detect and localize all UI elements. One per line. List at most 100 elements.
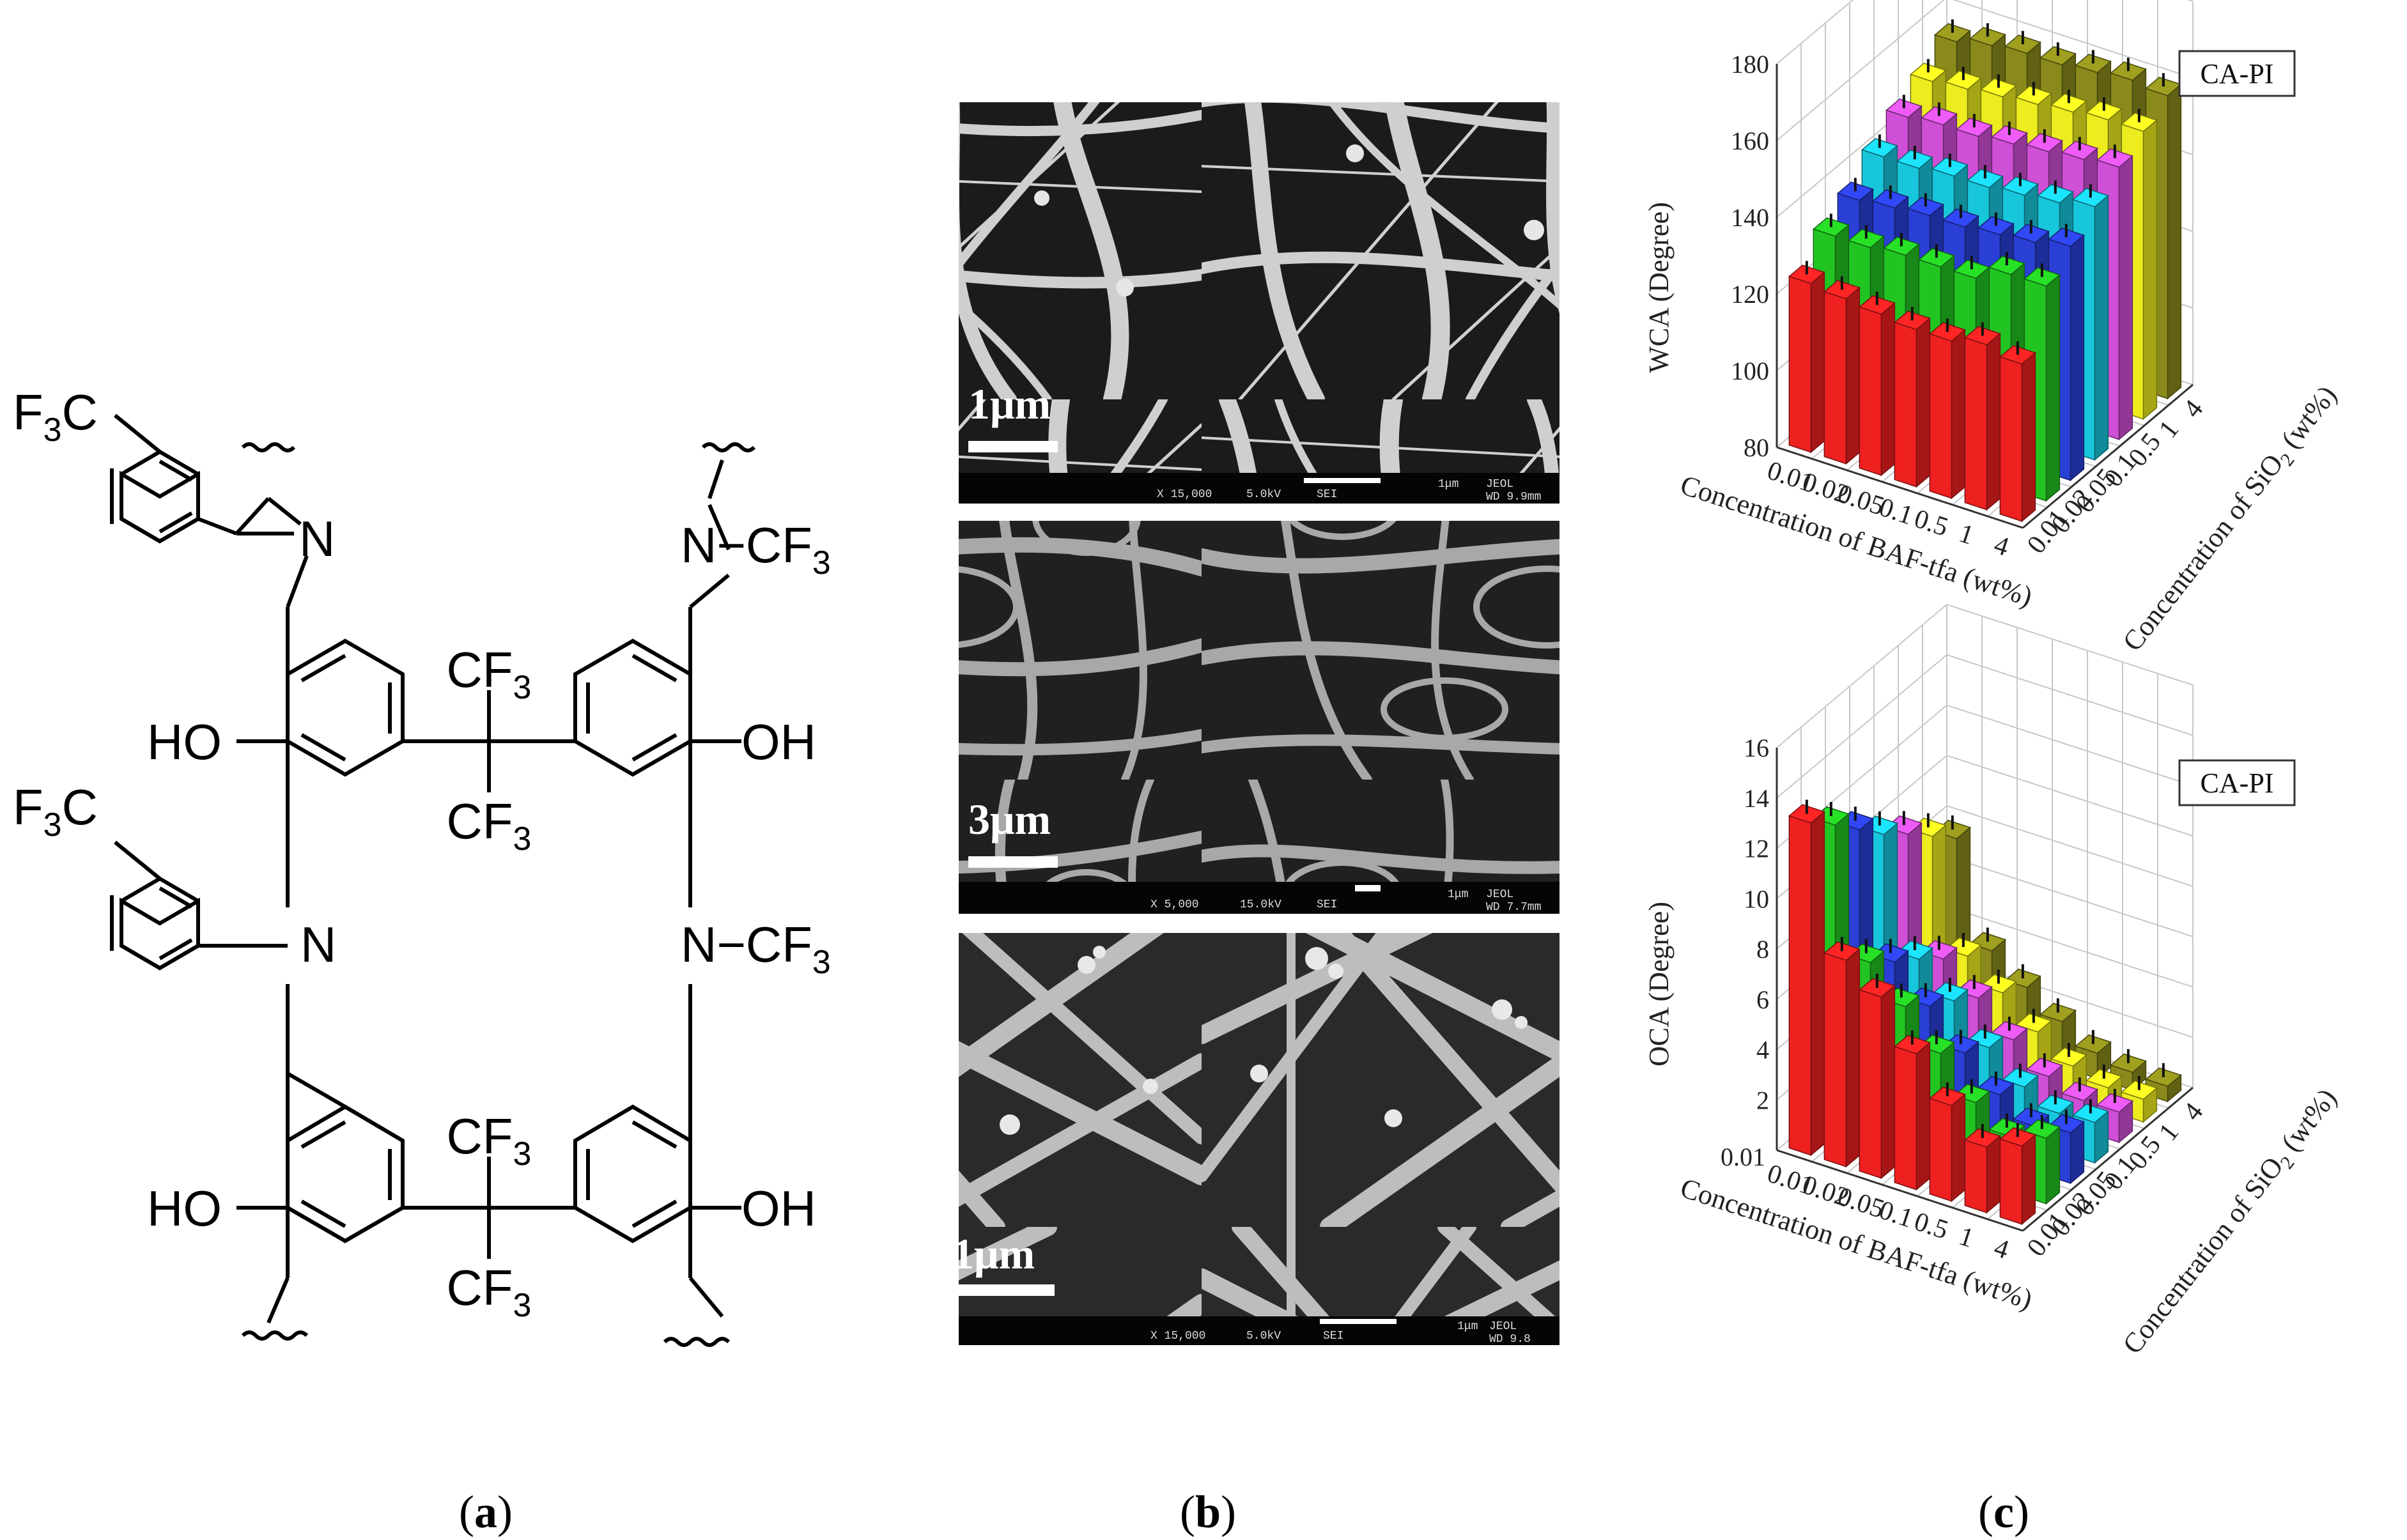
bar-front <box>1894 1045 1917 1190</box>
sem-image-3-footer-sei: SEI <box>1323 1330 1343 1343</box>
bar-side <box>1845 286 1861 465</box>
bar-side <box>2045 273 2061 502</box>
sem-image-3-scale-bar <box>959 1284 1055 1296</box>
sem-image-3-footer-kv: 5.0kV <box>1246 1330 1281 1343</box>
sem-image-3-footer-jeol: JEOL <box>1489 1320 1517 1333</box>
gridline <box>1776 0 2194 65</box>
sem-image-2-footer-mag: X 5,000 <box>1150 898 1199 911</box>
phenol-ring-bottom-right <box>573 1104 692 1244</box>
x-tick-label: 0.5 <box>1910 1207 1951 1245</box>
gridline <box>1776 654 2194 799</box>
ho-label-bottom: HO <box>147 1180 222 1236</box>
sem-image-1-footer-kv: 5.0kV <box>1246 488 1281 501</box>
bar-side <box>2094 194 2109 461</box>
bar-side <box>1916 317 1931 488</box>
bar-side <box>1951 328 1966 500</box>
bar-side <box>2118 155 2133 441</box>
phenol-ring-top-right <box>573 638 692 777</box>
panel-a-structure: F3C N N−CF3 CF3 HO OH CF3 F3C N N−CF3 CF… <box>13 384 831 1347</box>
z-origin-label: 0.01 <box>1721 1143 1765 1171</box>
bar <box>1963 1123 2001 1214</box>
z-tick-label: 12 <box>1744 835 1769 863</box>
z-axis-title: WCA (Degree) <box>1643 202 1675 373</box>
panel-label-b: (b) <box>1180 1486 1236 1537</box>
n-cf3-label-mid-right: N−CF3 <box>681 916 831 981</box>
panel-label-c: (c) <box>1978 1486 2029 1537</box>
bar-front <box>1999 1138 2023 1225</box>
y-tick-label: 4 <box>2178 395 2209 424</box>
sem-image-2-scale-label: 3μm <box>968 795 1051 843</box>
bar-side <box>1880 302 1896 477</box>
sem-image-2-footer-jeol: JEOL <box>1486 888 1513 901</box>
legend-box <box>2178 759 2296 806</box>
bar-side <box>1986 1135 2001 1214</box>
bar <box>1893 307 1931 488</box>
sem-image-3-footer-um: 1μm <box>1457 1320 1478 1333</box>
bar-front <box>1823 291 1847 465</box>
z-axis-title: OCA (Degree) <box>1643 902 1675 1066</box>
panel-b-sem-images: 1μm X 15,000 5.0kV SEI 1μm JEOL WD 9.9mm… <box>952 102 1560 1346</box>
sem-image-3-scale-label: 1μm <box>952 1229 1035 1278</box>
z-tick-label: 160 <box>1731 127 1769 155</box>
sem-image-1-footer-mag: X 15,000 <box>1157 488 1212 501</box>
bar <box>1858 291 1896 477</box>
bar <box>1858 973 1896 1180</box>
z-tick-label: 6 <box>1756 985 1769 1014</box>
phenol-ring-top-left <box>286 638 405 777</box>
x-tick-label: 4 <box>1990 530 2012 562</box>
x-axis-line <box>1776 1149 2024 1232</box>
sem-image-2-footer-sei: SEI <box>1317 898 1337 911</box>
bar-side <box>1880 985 1896 1180</box>
z-tick-label: 16 <box>1744 734 1769 762</box>
bar-side <box>2045 1126 2061 1205</box>
bar-side <box>2021 351 2036 523</box>
z-tick-label: 4 <box>1756 1036 1769 1065</box>
z-tick-label: 140 <box>1731 203 1769 232</box>
bar <box>1893 1030 1931 1191</box>
bar-side <box>2167 83 2182 400</box>
z-tick-label: 120 <box>1731 280 1769 309</box>
bar-front <box>1859 989 1882 1179</box>
y-tick-label: 4 <box>2178 1098 2209 1127</box>
sem-image-1-scale-label: 1μm <box>968 380 1051 428</box>
bar-side <box>2021 1134 2036 1226</box>
bar-front <box>1894 321 1917 488</box>
sem-image-1-scale-bar <box>968 441 1058 452</box>
z-tick-label: 80 <box>1744 433 1769 462</box>
sem-image-3-footer-mag: X 15,000 <box>1150 1330 1205 1343</box>
cf3-bridge-bot-upper: CF3 <box>447 1108 532 1173</box>
z-tick-label: 14 <box>1744 784 1769 813</box>
sem-image-1: 1μm X 15,000 5.0kV SEI 1μm JEOL WD 9.9mm <box>959 102 1560 504</box>
bar <box>2120 1075 2158 1123</box>
sem-image-3: 1μm X 15,000 5.0kV SEI 1μm JEOL WD 9.8 <box>952 933 1560 1346</box>
gridline <box>1776 0 2194 141</box>
y-axis-title: Concentration of SiO2 (wt%) <box>2117 380 2347 659</box>
bar <box>1928 318 1966 500</box>
n-cf3-label-top-right: N−CF3 <box>681 517 831 581</box>
chart-axes <box>1776 64 2194 529</box>
legend-label: CA-PI <box>2201 767 2274 799</box>
sem-image-1-footer-wd: WD 9.9mm <box>1486 491 1541 504</box>
z-tick-label: 100 <box>1731 357 1769 385</box>
bar-front <box>1964 337 1988 511</box>
x-axis-line <box>1776 446 2024 529</box>
bar-front <box>1964 1139 1988 1213</box>
bar <box>1999 1123 2036 1226</box>
sem-image-2-footer-kv: 15.0kV <box>1240 898 1281 911</box>
x-tick-label: 0.5 <box>1910 504 1951 543</box>
z-tick-label: 10 <box>1744 884 1769 913</box>
ho-label-top: HO <box>147 714 222 770</box>
bar <box>1928 1082 1966 1203</box>
bar-side <box>2070 234 2085 482</box>
n-label-top-left: N <box>299 511 335 567</box>
z-tick-label: 2 <box>1756 1086 1769 1114</box>
sem-image-1-footer-jeol: JEOL <box>1486 478 1513 491</box>
cf3-aryl-top-label: F3C <box>13 384 98 449</box>
sem-image-1-footer-sei: SEI <box>1317 488 1337 501</box>
x-tick-label: 1 <box>1955 1222 1977 1254</box>
bar <box>1963 322 2001 511</box>
panel-label-a: (a) <box>459 1486 513 1537</box>
